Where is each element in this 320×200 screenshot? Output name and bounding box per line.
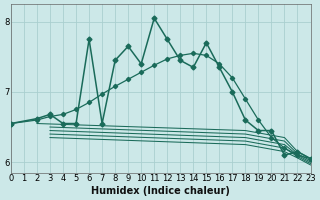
X-axis label: Humidex (Indice chaleur): Humidex (Indice chaleur): [91, 186, 230, 196]
